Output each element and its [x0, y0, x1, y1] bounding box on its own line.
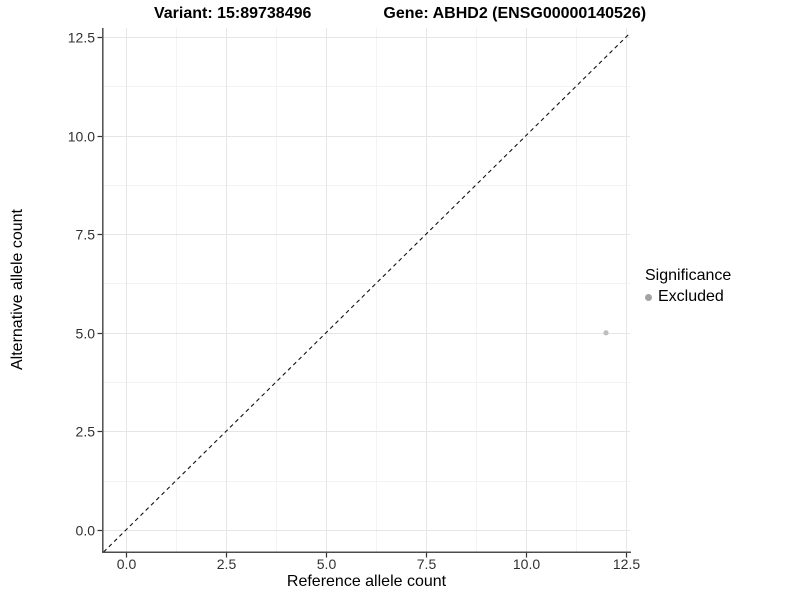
legend-key-dot — [645, 293, 652, 301]
gene-title: Gene: ABHD2 (ENSG00000140526) — [383, 5, 647, 22]
x-tick-label: 10.0 — [513, 556, 540, 572]
y-tick-label: 2.5 — [76, 424, 96, 440]
legend-title: Significance — [645, 267, 732, 284]
x-tick-label: 0.0 — [117, 556, 137, 572]
legend: Significance Excluded — [645, 267, 731, 306]
legend-item-label: Excluded — [658, 288, 724, 305]
y-tick-label: 12.5 — [68, 30, 95, 46]
x-axis-title: Reference allele count — [286, 573, 447, 590]
x-tick-label: 12.5 — [613, 556, 640, 572]
y-tick-label: 7.5 — [76, 227, 96, 243]
x-tick-label: 2.5 — [217, 556, 237, 572]
legend-item-excluded: Excluded — [645, 288, 731, 306]
data-point-excluded — [603, 330, 609, 336]
x-tick-label: 7.5 — [417, 556, 437, 572]
y-tick-label: 10.0 — [68, 129, 95, 145]
y-tick-label: 5.0 — [76, 326, 96, 342]
identity-reference-line — [103, 32, 631, 553]
x-tick-label: 5.0 — [317, 556, 337, 572]
variant-title: Variant: 15:89738496 — [153, 5, 312, 22]
plot-title: Variant: 15:89738496 Gene: ABHD2 (ENSG00… — [0, 5, 800, 23]
y-tick-label: 0.0 — [76, 523, 96, 539]
